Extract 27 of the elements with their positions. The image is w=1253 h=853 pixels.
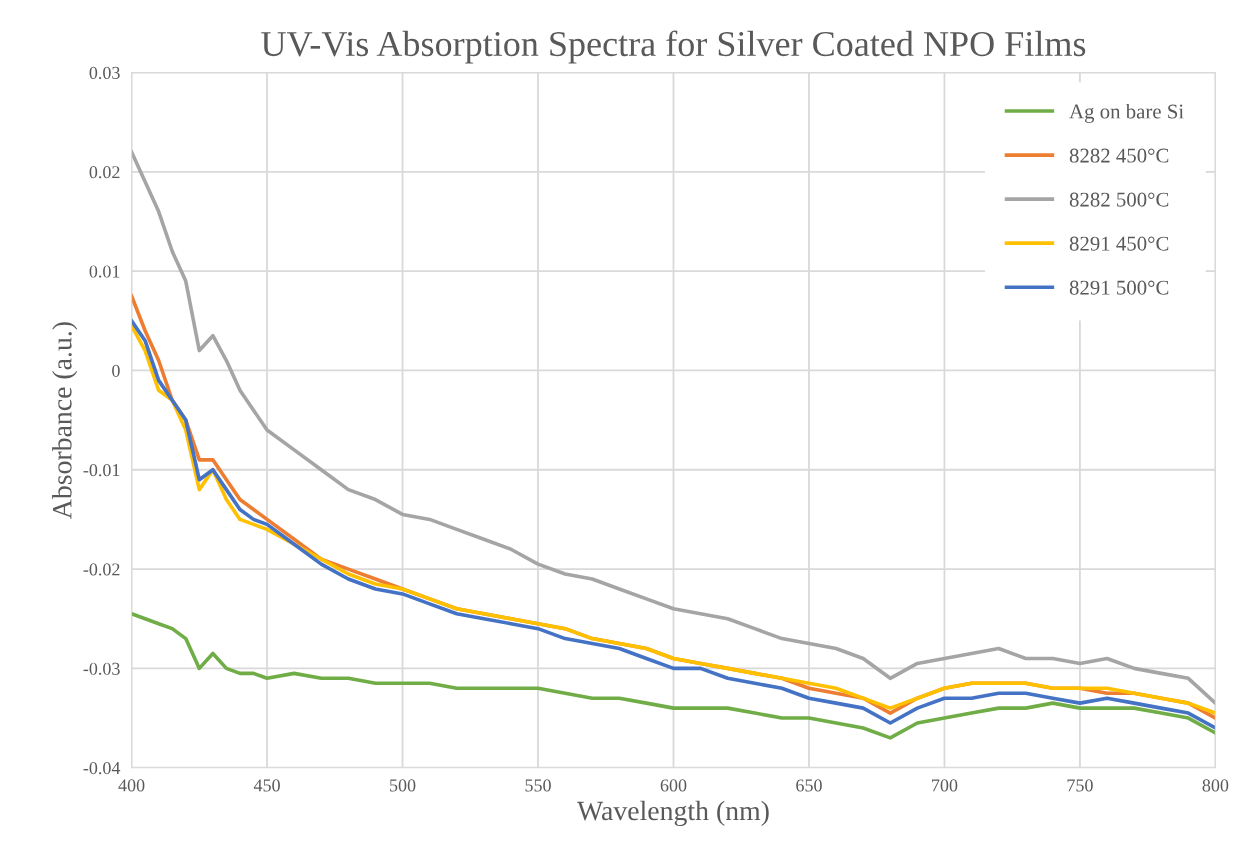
chart-title: UV-Vis Absorption Spectra for Silver Coated NPO Films <box>261 30 1086 64</box>
legend-label: 8282 500°C <box>1069 192 1169 207</box>
y-tick-label: 0 <box>112 364 120 377</box>
y-tick-label: 0.01 <box>89 265 120 278</box>
y-tick-label: 0.02 <box>89 166 120 179</box>
y-tick-label: 0.03 <box>89 66 120 80</box>
x-tick-label: 800 <box>1202 779 1229 792</box>
x-tick-label: 500 <box>390 779 416 792</box>
line-series <box>131 150 1216 705</box>
y-tick-label: -0.02 <box>83 563 120 576</box>
y-tick-label: -0.03 <box>83 662 120 675</box>
legend-label: 8291 450°C <box>1069 236 1169 251</box>
x-tick-label: 600 <box>660 779 687 792</box>
line-series <box>131 611 1216 740</box>
x-tick-label: 650 <box>796 779 822 792</box>
y-axis-title: Absorbance (a.u.) <box>52 322 78 519</box>
legend-label: 8291 500°C <box>1069 280 1169 295</box>
y-tick-label: -0.01 <box>83 464 120 477</box>
x-tick-label: 550 <box>525 779 551 792</box>
x-axis-title: Wavelength (nm) <box>577 800 769 827</box>
x-tick-label: 750 <box>1067 779 1093 792</box>
legend-label: 8282 450°C <box>1069 148 1169 163</box>
x-tick-label: 400 <box>118 779 145 792</box>
x-tick-label: 700 <box>932 779 958 792</box>
y-tick-label: -0.04 <box>83 761 121 775</box>
legend-label: Ag on bare Si <box>1069 103 1184 123</box>
x-tick-label: 450 <box>253 779 280 792</box>
